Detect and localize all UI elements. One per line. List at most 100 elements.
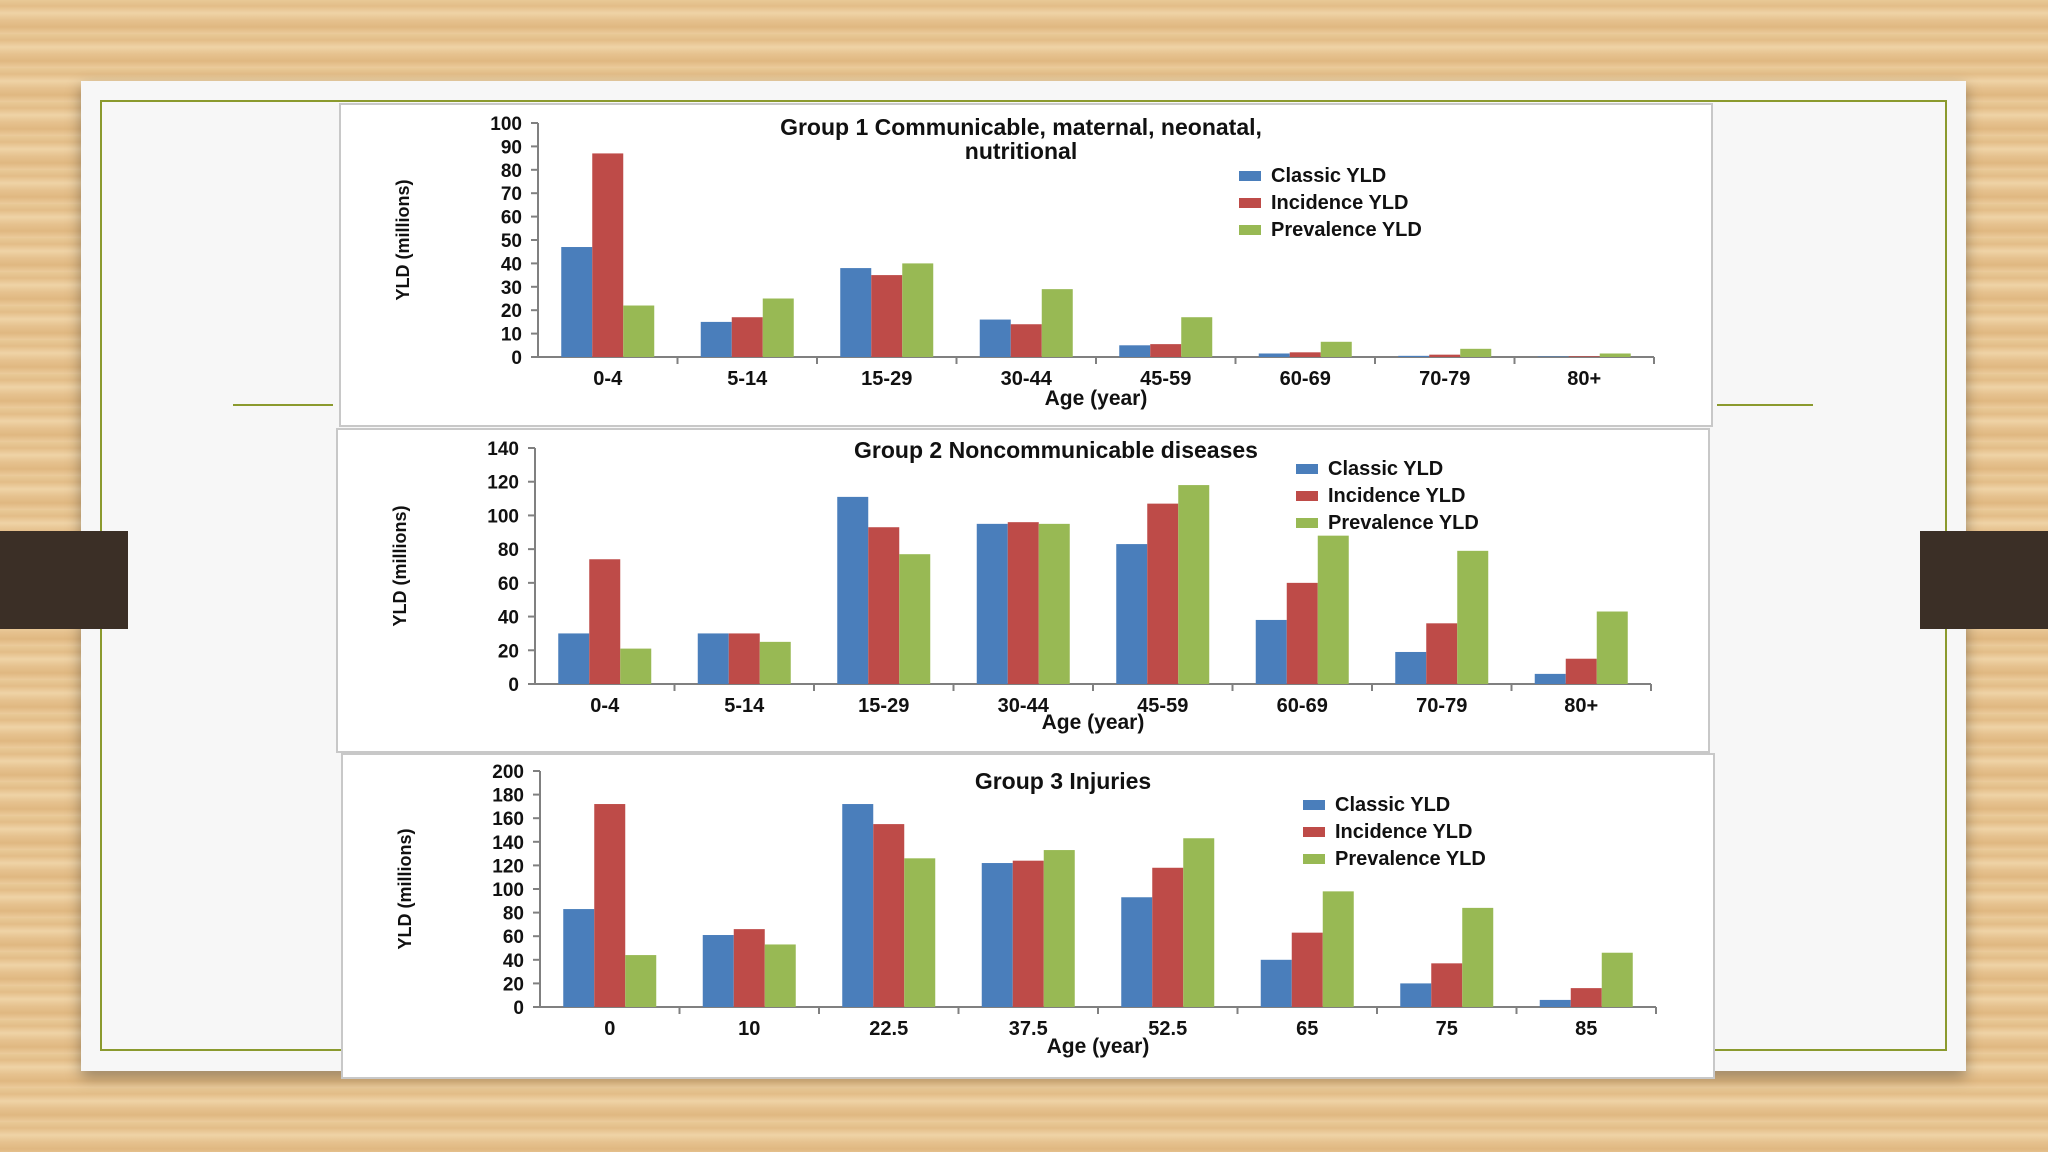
bar-incidence-yld xyxy=(1426,623,1458,684)
y-tick-label: 160 xyxy=(492,809,524,830)
legend-swatch xyxy=(1296,518,1318,528)
y-axis-title: YLD (millions) xyxy=(393,179,413,300)
x-tick-label: 70-79 xyxy=(1416,695,1467,717)
bar-incidence-yld xyxy=(1570,988,1602,1007)
x-tick-label: 75 xyxy=(1436,1018,1458,1040)
y-tick-label: 80 xyxy=(503,904,524,925)
x-tick-label: 5-14 xyxy=(727,368,768,390)
bar-classic-yld xyxy=(700,321,732,357)
y-axis-title: YLD (millions) xyxy=(390,505,410,626)
bar-classic-yld xyxy=(979,319,1011,357)
bar-incidence-yld xyxy=(1150,344,1182,357)
bar-classic-yld xyxy=(1258,353,1290,357)
y-tick-label: 80 xyxy=(498,540,519,561)
bar-incidence-yld xyxy=(1286,582,1318,684)
x-tick-label: 65 xyxy=(1296,1018,1318,1040)
bar-incidence-yld xyxy=(1429,354,1461,357)
bar-incidence-yld xyxy=(1007,522,1039,684)
bar-incidence-yld xyxy=(1431,963,1463,1007)
legend-swatch xyxy=(1239,225,1261,235)
bar-classic-yld xyxy=(981,863,1013,1007)
legend-swatch xyxy=(1296,464,1318,474)
x-tick-label: 0-4 xyxy=(593,368,623,390)
bar-classic-yld xyxy=(1119,345,1151,357)
bar-classic-yld xyxy=(842,804,874,1007)
bar-prevalence-yld xyxy=(1320,341,1352,357)
bar-incidence-yld xyxy=(1010,324,1042,357)
bar-prevalence-yld xyxy=(625,955,657,1007)
bar-incidence-yld xyxy=(871,275,903,357)
x-tick-label: 15-29 xyxy=(858,695,909,717)
bar-incidence-yld xyxy=(1565,658,1597,684)
divider-rule-left xyxy=(233,404,333,406)
bar-incidence-yld xyxy=(592,153,624,357)
bar-prevalence-yld xyxy=(1601,952,1633,1007)
bar-classic-yld xyxy=(1534,673,1566,684)
x-tick-label: 80+ xyxy=(1564,695,1598,717)
x-tick-label: 45-59 xyxy=(1140,368,1191,390)
chart-title: Group 3 Injuries xyxy=(975,768,1151,794)
y-tick-label: 0 xyxy=(513,998,524,1019)
slide-tab-right xyxy=(1920,531,2048,629)
bar-prevalence-yld xyxy=(759,641,791,684)
bar-incidence-yld xyxy=(1147,503,1179,684)
bar-classic-yld xyxy=(840,268,872,357)
legend-label: Classic YLD xyxy=(1271,165,1386,187)
x-tick-label: 0-4 xyxy=(590,695,620,717)
bar-classic-yld xyxy=(1400,983,1432,1007)
legend-label: Classic YLD xyxy=(1328,458,1443,480)
bar-incidence-yld xyxy=(868,527,900,684)
bar-prevalence-yld xyxy=(1460,348,1492,357)
y-tick-label: 100 xyxy=(492,880,524,901)
bar-incidence-yld xyxy=(873,824,905,1007)
chart-panel-group2: 0 20 40 60 80 100 120 140 0-4 5-14 15-29 30-44 45-59… xyxy=(336,428,1710,753)
x-tick-label: 5-14 xyxy=(724,695,765,717)
bar-classic-yld xyxy=(1398,355,1430,357)
y-tick-label: 0 xyxy=(511,348,522,369)
bar-incidence-yld xyxy=(1152,867,1184,1007)
bar-incidence-yld xyxy=(1012,860,1044,1007)
y-tick-label: 180 xyxy=(492,786,524,807)
bar-classic-yld xyxy=(1255,619,1287,684)
bar-prevalence-yld xyxy=(1038,523,1070,684)
chart-title: Group 1 Communicable, maternal, neonatal… xyxy=(780,114,1262,140)
bar-incidence-yld xyxy=(594,804,626,1007)
bar-classic-yld xyxy=(558,633,590,684)
bar-classic-yld xyxy=(561,247,593,357)
bar-prevalence-yld xyxy=(764,944,796,1007)
bar-prevalence-yld xyxy=(899,554,931,684)
legend-label: Prevalence YLD xyxy=(1271,219,1422,241)
y-tick-label: 90 xyxy=(501,137,522,158)
bar-incidence-yld xyxy=(1291,932,1323,1007)
bar-classic-yld xyxy=(976,523,1008,684)
bar-prevalence-yld xyxy=(904,858,936,1007)
chart-panel-group1: 0 10 20 30 40 50 60 70 80 90 100 0-4 5-14 15-29 30-44 4… xyxy=(339,103,1713,427)
y-tick-label: 40 xyxy=(498,608,519,629)
y-tick-label: 40 xyxy=(503,951,524,972)
x-tick-label: 30-44 xyxy=(1001,368,1053,390)
bar-incidence-yld xyxy=(1568,356,1600,357)
y-tick-label: 10 xyxy=(501,325,522,346)
bar-prevalence-yld xyxy=(1178,485,1210,684)
bar-prevalence-yld xyxy=(1462,907,1494,1007)
x-tick-label: 70-79 xyxy=(1419,368,1470,390)
chart-title: Group 2 Noncommunicable diseases xyxy=(854,437,1258,463)
legend-label: Prevalence YLD xyxy=(1328,512,1479,534)
legend-label: Prevalence YLD xyxy=(1335,848,1486,870)
x-tick-label: 80+ xyxy=(1567,368,1601,390)
y-tick-label: 20 xyxy=(501,301,522,322)
chart-title: nutritional xyxy=(965,138,1077,164)
slide-tab-left xyxy=(0,531,128,629)
bar-classic-yld xyxy=(1121,897,1153,1007)
bar-incidence-yld xyxy=(1289,352,1321,357)
bar-prevalence-yld xyxy=(762,298,794,357)
legend-label: Classic YLD xyxy=(1335,794,1450,816)
bar-classic-yld xyxy=(837,496,869,684)
legend-label: Incidence YLD xyxy=(1335,821,1472,843)
y-tick-label: 120 xyxy=(487,473,519,494)
bar-prevalence-yld xyxy=(1043,850,1075,1007)
bar-prevalence-yld xyxy=(623,305,655,357)
bar-prevalence-yld xyxy=(1596,611,1628,684)
bar-prevalence-yld xyxy=(902,263,934,357)
